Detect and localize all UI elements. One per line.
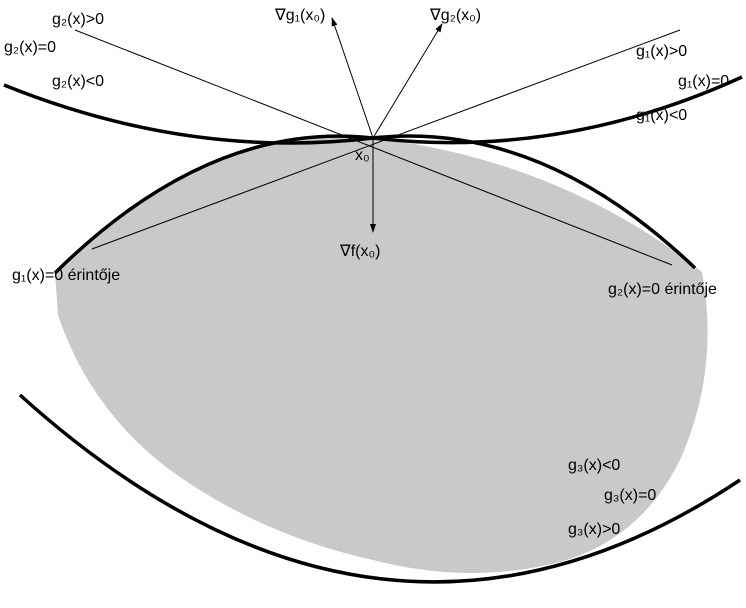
grad-g2-label: ∇g₂(x₀) — [429, 7, 481, 24]
grad-f-label: ∇f(x₀) — [339, 243, 380, 260]
g2-neg-label: g₂(x)<0 — [52, 73, 104, 90]
g1-pos-label: g₁(x)>0 — [636, 43, 687, 60]
g2-eq-label: g₂(x)=0 — [4, 39, 56, 56]
g3-eq-label: g₃(x)=0 — [604, 487, 656, 504]
tangent-g1-label: g₁(x)=0 érintője — [12, 267, 120, 284]
g1-eq-label: g₁(x)=0 — [678, 73, 729, 90]
g1-neg-label: g₁(x)<0 — [636, 107, 687, 124]
grad-g1-label: ∇g₁(x₀) — [274, 7, 325, 24]
g3-neg-label: g₃(x)<0 — [568, 457, 620, 474]
tangent-g2-label: g₂(x)=0 érintője — [608, 281, 717, 298]
g3-pos-label: g₃(x)>0 — [568, 521, 620, 538]
x0-label: x₀ — [355, 147, 370, 164]
g2-pos-label: g₂(x)>0 — [52, 11, 104, 28]
